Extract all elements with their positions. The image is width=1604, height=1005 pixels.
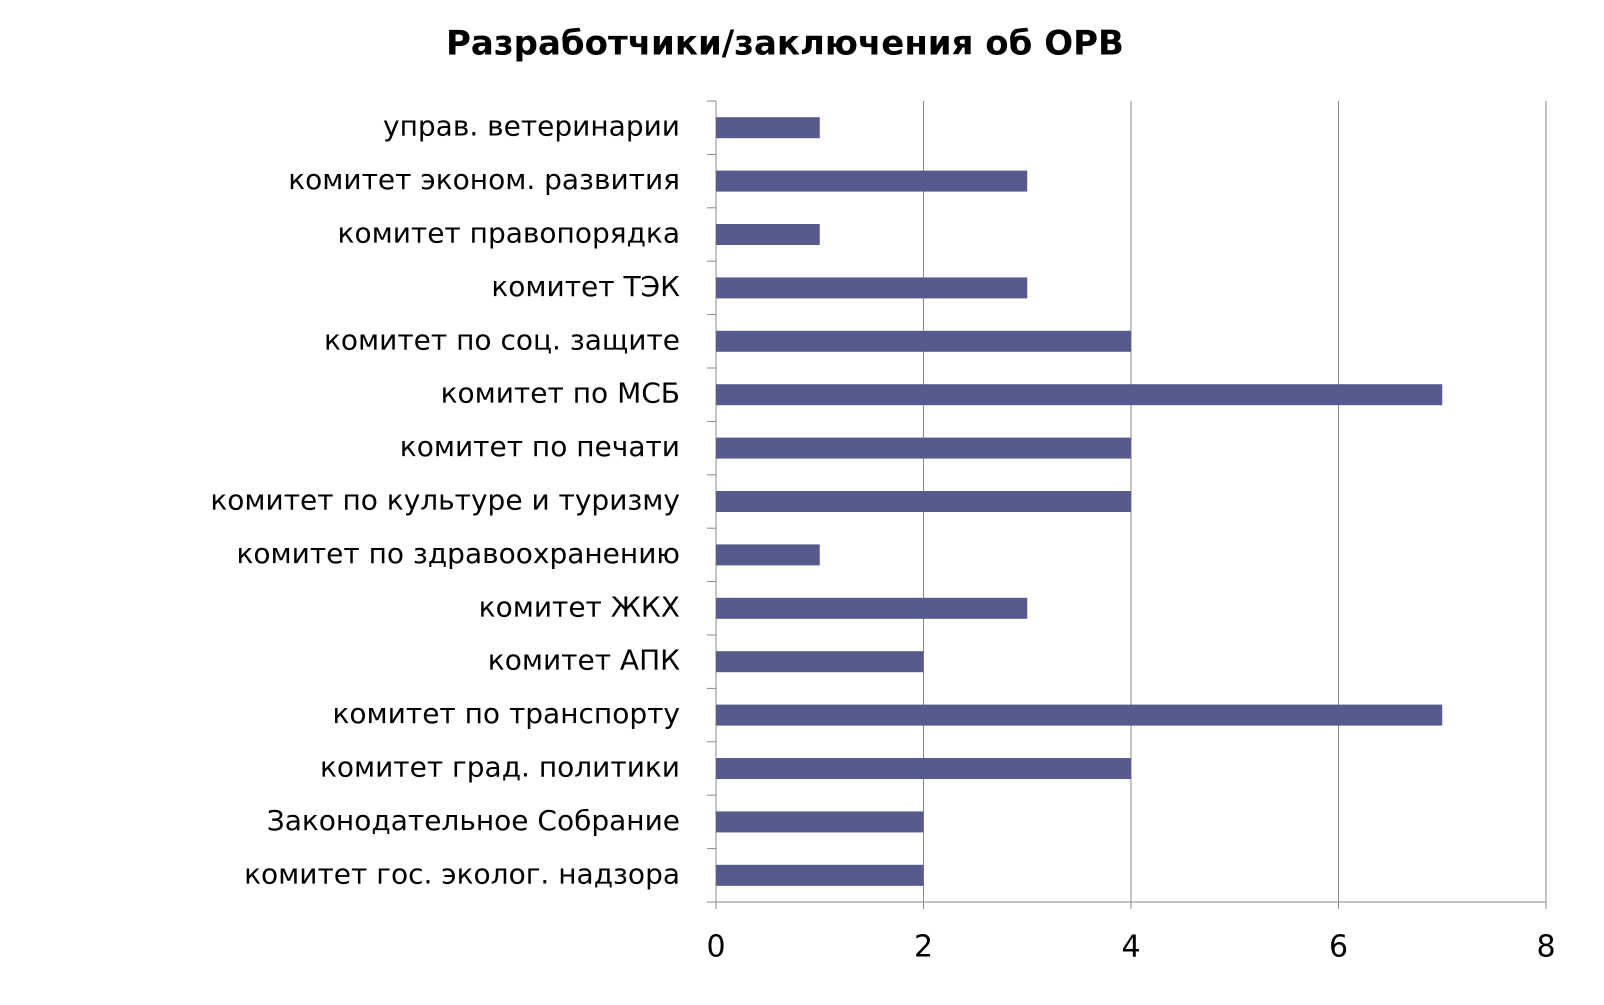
- chart-title: Разработчики/заключения об ОРВ: [446, 24, 1124, 64]
- bar: [716, 597, 1028, 619]
- bar: [716, 117, 820, 139]
- x-tick-label: 4: [1121, 930, 1140, 965]
- y-tick-label: комитет по культуре и туризму: [210, 484, 680, 517]
- x-tick-label: 6: [1329, 930, 1348, 965]
- bar: [716, 330, 1131, 352]
- bar: [716, 491, 1131, 512]
- x-tick-label: 0: [706, 930, 725, 965]
- x-tick-label: 2: [914, 930, 933, 965]
- y-tick-label: комитет по МСБ: [441, 377, 680, 410]
- y-tick-label: комитет АПК: [488, 644, 680, 677]
- bar: [716, 758, 1131, 779]
- y-tick-label: комитет правопорядка: [338, 217, 680, 250]
- y-tick-label: комитет град. политики: [320, 751, 680, 784]
- y-tick-label: комитет ЖКХ: [479, 590, 680, 623]
- y-tick-label: комитет по печати: [400, 430, 680, 463]
- bar: [716, 170, 1028, 192]
- bar: [716, 704, 1443, 726]
- y-tick-label: комитет по соц. защите: [324, 323, 680, 356]
- y-tick-label: управ. ветеринарии: [383, 110, 680, 143]
- bar: [716, 437, 1131, 459]
- y-tick-label: комитет ТЭК: [491, 270, 680, 303]
- x-tick-label: 8: [1536, 930, 1555, 965]
- bar: [716, 811, 924, 833]
- bar: [716, 224, 820, 245]
- y-tick-label: комитет эконом. развития: [288, 163, 680, 196]
- bar: [716, 651, 924, 673]
- y-tick-label: комитет гос. эколог. надзора: [244, 857, 680, 890]
- bar: [716, 277, 1028, 299]
- y-tick-label: комитет по здравоохранению: [236, 537, 680, 570]
- bar: [716, 864, 924, 886]
- y-tick-label: комитет по транспорту: [333, 697, 680, 730]
- y-tick-label: Законодательное Собрание: [267, 804, 680, 837]
- bar: [716, 544, 820, 566]
- bar: [716, 384, 1443, 406]
